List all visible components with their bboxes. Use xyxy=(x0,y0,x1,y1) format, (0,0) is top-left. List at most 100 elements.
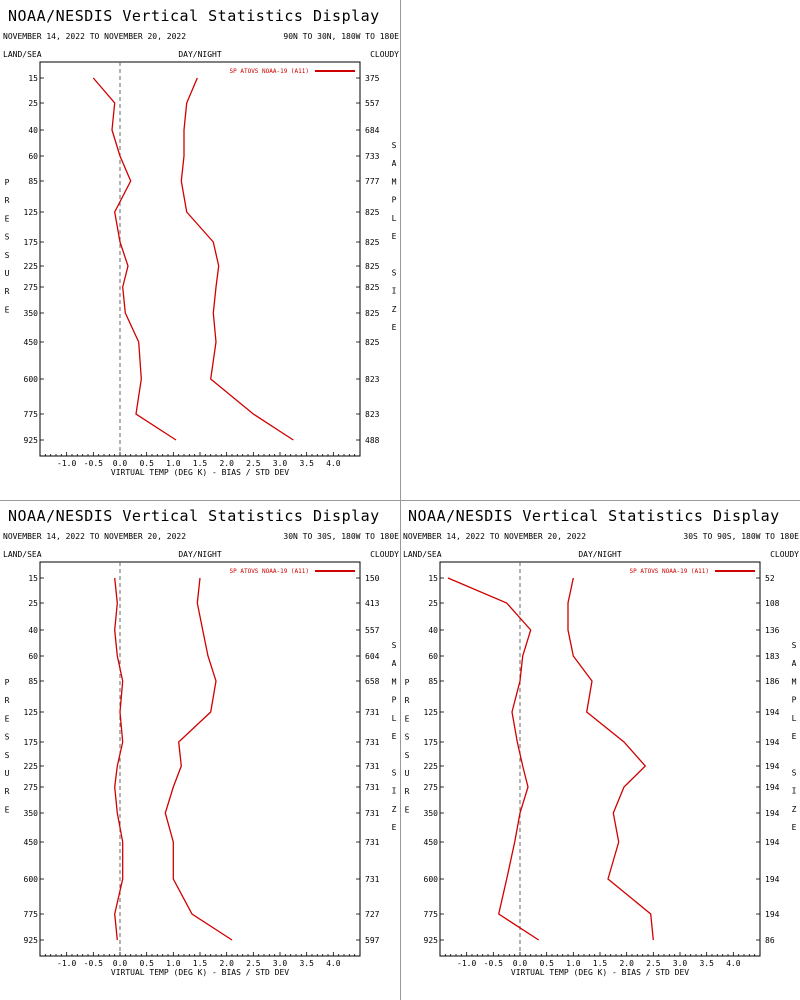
y2-axis-label-letter: P xyxy=(392,696,397,705)
sample-size-label: 86 xyxy=(765,936,775,945)
x-tick-label: 1.5 xyxy=(593,959,608,968)
y2-axis-label-letter: S xyxy=(792,768,797,777)
sample-size-label: 727 xyxy=(365,910,380,919)
region-label: 90N TO 30N, 180W TO 180E xyxy=(283,32,399,41)
y2-axis-label-letter: P xyxy=(392,196,397,205)
y2-axis-label-letter: S xyxy=(392,268,397,277)
pressure-level-label: 775 xyxy=(24,910,39,919)
sample-size-label: 557 xyxy=(365,626,380,635)
series-line-std-dev xyxy=(180,77,294,441)
sample-size-label: 777 xyxy=(365,177,380,186)
y2-axis-label-letter: M xyxy=(392,677,397,686)
sample-size-label: 823 xyxy=(365,410,380,419)
y2-axis-label-letter: A xyxy=(392,659,397,668)
pressure-level-label: 15 xyxy=(28,74,38,83)
pressure-level-label: 85 xyxy=(428,677,438,686)
x-tick-label: 4.0 xyxy=(326,459,341,468)
y2-axis-label-letter: I xyxy=(392,787,397,796)
pressure-level-label: 225 xyxy=(24,262,39,271)
pressure-level-label: 25 xyxy=(28,99,38,108)
y-axis-label-letter: S xyxy=(5,251,10,260)
y-axis-label-letter: E xyxy=(405,714,410,723)
y2-axis-label-letter: M xyxy=(792,677,797,686)
y2-axis-label-letter: I xyxy=(392,287,397,296)
x-tick-label: 3.0 xyxy=(273,459,288,468)
y-axis-label-letter: R xyxy=(5,196,10,205)
pressure-level-label: 350 xyxy=(24,309,39,318)
pressure-level-label: 175 xyxy=(24,238,39,247)
y-axis-label-letter: E xyxy=(5,214,10,223)
y-axis-label-letter: S xyxy=(5,233,10,242)
x-tick-label: 2.0 xyxy=(219,959,234,968)
x-tick-label: 0.5 xyxy=(139,959,154,968)
x-axis-label: VIRTUAL TEMP (DEG K) - BIAS / STD DEV xyxy=(511,968,689,977)
sample-size-label: 194 xyxy=(765,809,780,818)
sample-size-label: 194 xyxy=(765,738,780,747)
sample-size-label: 194 xyxy=(765,910,780,919)
y-axis-label-letter: S xyxy=(405,733,410,742)
pressure-level-label: 125 xyxy=(24,708,39,717)
pressure-level-label: 925 xyxy=(24,436,39,445)
x-axis-label: VIRTUAL TEMP (DEG K) - BIAS / STD DEV xyxy=(111,468,289,477)
region-label: 30N TO 30S, 180W TO 180E xyxy=(283,532,399,541)
pressure-level-label: 175 xyxy=(424,738,439,747)
sample-size-label: 731 xyxy=(365,708,380,717)
pressure-level-label: 15 xyxy=(28,574,38,583)
x-tick-label: 3.5 xyxy=(699,959,714,968)
pressure-level-label: 600 xyxy=(24,875,39,884)
sample-size-label: 194 xyxy=(765,783,780,792)
x-tick-label: 2.0 xyxy=(219,459,234,468)
pressure-level-label: 25 xyxy=(428,599,438,608)
chart-svg: NOAA/NESDIS Vertical Statistics Display N… xyxy=(3,507,399,977)
x-tick-label: 2.5 xyxy=(246,459,261,468)
x-tick-label: -1.0 xyxy=(457,959,476,968)
sample-size-label: 733 xyxy=(365,152,380,161)
page-title: NOAA/NESDIS Vertical Statistics Display xyxy=(8,507,380,525)
pressure-level-label: 350 xyxy=(424,809,439,818)
x-tick-label: 3.0 xyxy=(673,959,688,968)
sample-size-label: 194 xyxy=(765,875,780,884)
x-tick-label: 2.5 xyxy=(246,959,261,968)
y-axis-label-letter: R xyxy=(405,696,410,705)
sample-size-label: 825 xyxy=(365,309,380,318)
sample-size-label: 823 xyxy=(365,375,380,384)
y-axis-label-letter: P xyxy=(5,678,10,687)
pressure-level-label: 85 xyxy=(28,177,38,186)
chart-svg: NOAA/NESDIS Vertical Statistics Display N… xyxy=(3,7,399,477)
pressure-level-label: 450 xyxy=(24,838,39,847)
series-line-bias xyxy=(447,577,540,941)
y2-axis-label-letter: E xyxy=(792,732,797,741)
pressure-level-label: 60 xyxy=(28,152,38,161)
y-axis-label-letter: U xyxy=(405,769,410,778)
sample-size-label: 825 xyxy=(365,208,380,217)
y2-axis-label-letter: S xyxy=(392,641,397,650)
y-axis-label-letter: U xyxy=(5,269,10,278)
chart-panel-south: NOAA/NESDIS Vertical Statistics Display N… xyxy=(400,500,800,1000)
pressure-level-label: 275 xyxy=(24,783,39,792)
pressure-level-label: 275 xyxy=(24,283,39,292)
y2-axis-label-letter: L xyxy=(792,714,797,723)
horizontal-divider xyxy=(0,500,800,501)
y2-axis-label-letter: E xyxy=(792,823,797,832)
pressure-level-label: 175 xyxy=(24,738,39,747)
pressure-level-label: 85 xyxy=(28,677,38,686)
series-line-std-dev xyxy=(567,577,654,941)
plot-frame xyxy=(39,561,361,957)
pressure-level-label: 60 xyxy=(428,652,438,661)
cloudy-label: CLOUDY xyxy=(770,550,799,559)
y-axis-label-letter: E xyxy=(5,805,10,814)
sample-size-label: 731 xyxy=(365,838,380,847)
sample-size-label: 194 xyxy=(765,708,780,717)
y2-axis-label-letter: E xyxy=(392,732,397,741)
pressure-level-label: 775 xyxy=(424,910,439,919)
pressure-level-label: 225 xyxy=(424,762,439,771)
sample-size-label: 731 xyxy=(365,875,380,884)
y-axis-label-letter: E xyxy=(405,805,410,814)
x-tick-label: 0.0 xyxy=(113,959,128,968)
pressure-level-label: 275 xyxy=(424,783,439,792)
page-title: NOAA/NESDIS Vertical Statistics Display xyxy=(8,7,380,25)
y2-axis-label-letter: S xyxy=(392,141,397,150)
chart-svg: NOAA/NESDIS Vertical Statistics Display N… xyxy=(403,507,799,977)
page-title: NOAA/NESDIS Vertical Statistics Display xyxy=(408,507,780,525)
y-axis-label-letter: E xyxy=(5,305,10,314)
